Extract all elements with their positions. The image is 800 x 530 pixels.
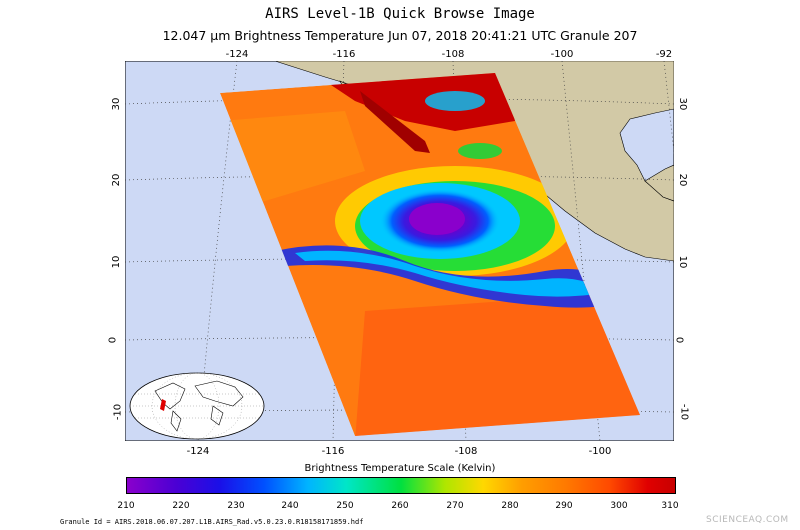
map-panel (125, 61, 674, 441)
left-lat-tick: 0 (107, 336, 119, 344)
right-lat-tick: 10 (676, 255, 688, 269)
colorbar-tick: 290 (555, 501, 573, 511)
top-lon-tick: -100 (550, 49, 574, 60)
granule-id: Granule Id = AIRS.2018.06.07.207.L1B.AIR… (60, 518, 364, 526)
colorbar-tick: 210 (117, 501, 135, 511)
watermark: SCIENCEAQ.COM (706, 515, 789, 525)
colorbar-tick: 280 (501, 501, 519, 511)
colorbar-tick: 310 (661, 501, 679, 511)
top-lon-tick: -124 (225, 49, 249, 60)
colorbar-tick: 260 (391, 501, 409, 511)
bottom-lon-tick: -116 (321, 446, 345, 457)
right-lat-tick: -10 (678, 403, 690, 421)
colorbar-tick: 270 (446, 501, 464, 511)
bottom-lon-tick: -124 (186, 446, 210, 457)
left-lat-tick: 30 (110, 97, 122, 111)
colorbar-tick: 250 (336, 501, 354, 511)
granule-location-marker (160, 399, 166, 411)
left-lat-tick: -10 (112, 403, 124, 421)
colorbar-tick: 300 (610, 501, 628, 511)
colorbar (126, 477, 676, 494)
right-lat-tick: 30 (676, 97, 688, 111)
left-lat-tick: 10 (110, 255, 122, 269)
right-lat-tick: 0 (673, 336, 685, 344)
bottom-lon-tick: -100 (588, 446, 612, 457)
page-subtitle: 12.047 μm Brightness Temperature Jun 07,… (162, 28, 638, 43)
top-lon-tick: -116 (332, 49, 356, 60)
inset-globe (129, 372, 265, 440)
page-title: AIRS Level-1B Quick Browse Image (265, 6, 535, 22)
left-lat-tick: 20 (110, 173, 122, 187)
colorbar-tick: 220 (172, 501, 190, 511)
bottom-lon-tick: -108 (454, 446, 478, 457)
airs-swath (220, 73, 640, 436)
top-lon-tick: -108 (441, 49, 465, 60)
colorbar-tick: 240 (281, 501, 299, 511)
right-lat-tick: 20 (676, 173, 688, 187)
colorbar-title: Brightness Temperature Scale (Kelvin) (304, 463, 496, 474)
top-lon-tick: -92 (655, 49, 673, 60)
colorbar-tick: 230 (227, 501, 245, 511)
